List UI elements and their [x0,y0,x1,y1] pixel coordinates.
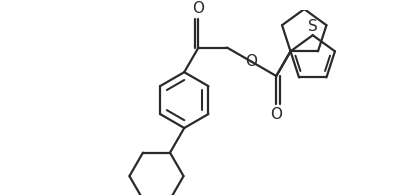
Text: S: S [308,19,317,34]
Text: O: O [270,107,282,122]
Text: O: O [246,54,258,69]
Text: O: O [193,1,205,16]
